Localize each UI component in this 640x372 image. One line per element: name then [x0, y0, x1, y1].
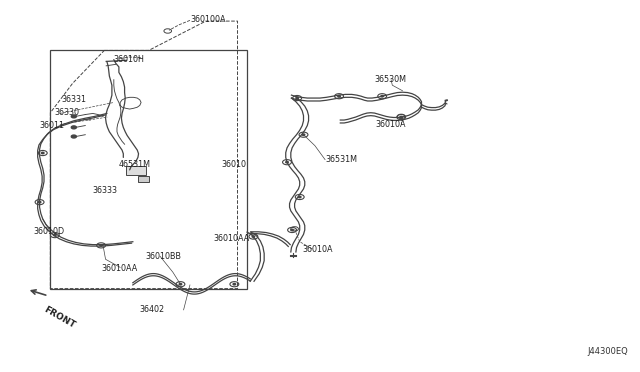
Text: FRONT: FRONT: [42, 305, 77, 330]
Text: 36330: 36330: [55, 108, 80, 117]
Text: 36010BB: 36010BB: [145, 252, 182, 261]
Text: 36010D: 36010D: [33, 227, 65, 236]
Bar: [127, 166, 145, 175]
Text: 36010AA: 36010AA: [213, 234, 250, 243]
Text: 36010H: 36010H: [114, 55, 145, 64]
Circle shape: [381, 96, 383, 97]
Circle shape: [296, 97, 298, 99]
Circle shape: [233, 283, 236, 285]
Bar: [138, 176, 149, 182]
Text: 36010: 36010: [221, 160, 246, 169]
Text: 36331: 36331: [62, 95, 87, 105]
Circle shape: [54, 234, 56, 236]
Circle shape: [100, 245, 102, 246]
Text: 36011: 36011: [40, 121, 65, 130]
Text: 360100A: 360100A: [190, 15, 225, 24]
Text: 46531M: 46531M: [119, 160, 151, 169]
Circle shape: [38, 201, 41, 203]
Text: 36010A: 36010A: [376, 120, 406, 129]
Circle shape: [338, 96, 340, 97]
Circle shape: [400, 116, 403, 118]
Text: 36010AA: 36010AA: [101, 264, 138, 273]
Circle shape: [71, 115, 76, 118]
Circle shape: [71, 135, 76, 138]
Text: J44300EQ: J44300EQ: [587, 347, 628, 356]
Circle shape: [252, 236, 255, 237]
Circle shape: [302, 134, 305, 135]
Text: 36333: 36333: [93, 186, 118, 195]
Circle shape: [291, 229, 293, 231]
Circle shape: [42, 152, 44, 154]
Circle shape: [179, 283, 182, 285]
Text: 36402: 36402: [139, 305, 164, 314]
Circle shape: [71, 126, 76, 129]
Text: 36010A: 36010A: [302, 244, 333, 254]
Text: 36531M: 36531M: [325, 155, 357, 164]
Circle shape: [285, 161, 288, 163]
Text: 36530M: 36530M: [374, 75, 406, 84]
Circle shape: [298, 196, 301, 198]
Bar: [51, 51, 247, 289]
